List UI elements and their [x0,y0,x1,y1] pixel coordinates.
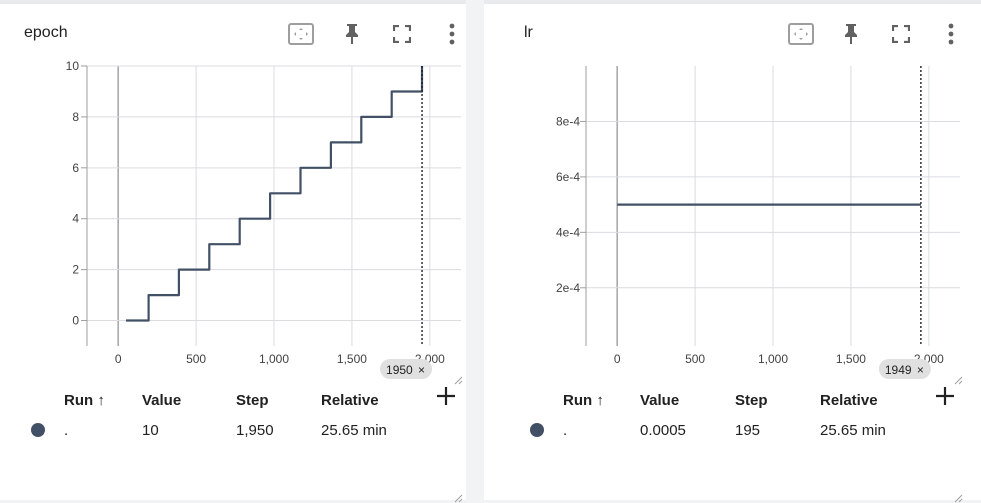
y-tick-label: 6e-4 [556,170,580,184]
step-badge[interactable]: 1949 × [878,359,931,379]
pin-icon [841,23,861,45]
x-tick-label: 1,500 [836,352,866,366]
x-tick-label: 1,000 [259,352,289,366]
y-tick-label: 10 [66,59,80,73]
scalar-card-epoch: epoch 0 500 1,000 1,500 2,000 0 2 4 6 8 10 1950 × Ru… [0,0,466,503]
relative-cell: 25.65 min [321,421,387,439]
chart-resize-grip-icon[interactable] [953,375,963,385]
table-row: . 10 1,950 25.65 min [0,420,466,440]
x-tick-label: 500 [685,352,705,366]
run-color-dot [530,423,544,437]
grid-lines [580,66,960,346]
relative-header[interactable]: Relative [321,391,379,409]
run-name-cell: . [64,421,69,439]
x-tick-label: 1,500 [337,352,367,366]
close-icon[interactable]: × [917,363,924,377]
card-title: lr [524,24,533,41]
value-cell: 0.0005 [640,421,686,439]
step-badge-bg [380,359,433,379]
x-tick-label: 0 [115,352,122,366]
y-tick-label: 4e-4 [556,225,580,239]
more-menu-button[interactable] [438,20,466,48]
card-resize-grip-icon[interactable] [953,493,963,503]
plus-icon [437,387,455,405]
run-header[interactable]: Run ↑ [64,391,105,409]
y-tick-label: 8e-4 [556,114,580,128]
y-tick-label: 2 [72,263,79,277]
more-menu-button[interactable] [937,20,965,48]
run-header[interactable]: Run ↑ [563,391,604,409]
pin-icon [342,23,362,45]
more-vert-icon [948,23,954,45]
x-tick-label: 500 [186,352,206,366]
y-tick-label: 4 [72,212,79,226]
pin-button[interactable] [338,20,366,48]
value-header[interactable]: Value [142,391,182,409]
scalar-card-lr: lr 0 500 1,000 1,500 2,000 2e-4 4e-4 6e-4 8e-4 19… [484,0,981,503]
chart-resize-grip-icon[interactable] [453,375,463,385]
y-tick-label: 6 [72,161,79,175]
x-tick-label: 1,000 [758,352,788,366]
step-header[interactable]: Step [735,391,768,409]
fit-domain-button[interactable] [787,20,815,48]
fit-domain-icon [288,23,314,45]
table-row: . 0.0005 195 25.65 min [484,420,981,440]
y-tick-label: 0 [72,314,79,328]
step-cell: 195 [735,421,761,439]
step-badge[interactable]: 1950 × [380,359,433,379]
more-vert-icon [449,23,455,45]
table-header-row: Run ↑ Value Step Relative [0,387,466,410]
y-tick-label: 2e-4 [556,281,580,295]
card-resize-grip-icon[interactable] [453,493,463,503]
pin-button[interactable] [837,20,865,48]
fit-domain-icon [788,23,814,45]
fullscreen-icon [393,25,411,43]
relative-cell: 25.65 min [820,421,886,439]
close-icon[interactable]: × [418,363,425,377]
value-cell: 10 [142,421,159,439]
step-badge-value: 1950 [386,363,413,377]
fit-domain-button[interactable] [287,20,315,48]
series-line [126,66,424,322]
fullscreen-button[interactable] [388,20,416,48]
fullscreen-icon [892,25,910,43]
grid-lines [81,65,461,346]
relative-header[interactable]: Relative [820,391,878,409]
plus-icon [936,387,954,405]
x-tick-label: 0 [614,352,621,366]
run-name-cell: . [563,421,568,439]
add-column-button[interactable] [436,386,456,410]
add-column-button[interactable] [935,386,955,410]
value-header[interactable]: Value [640,391,680,409]
step-badge-value: 1949 [885,363,912,377]
step-cell: 1,950 [236,421,274,439]
y-tick-label: 8 [72,110,79,124]
step-badge-bg [878,359,931,379]
card-title: epoch [24,24,68,41]
run-color-dot [31,423,45,437]
table-header-row: Run ↑ Value Step Relative [484,387,981,410]
fullscreen-button[interactable] [887,20,915,48]
step-header[interactable]: Step [236,391,269,409]
